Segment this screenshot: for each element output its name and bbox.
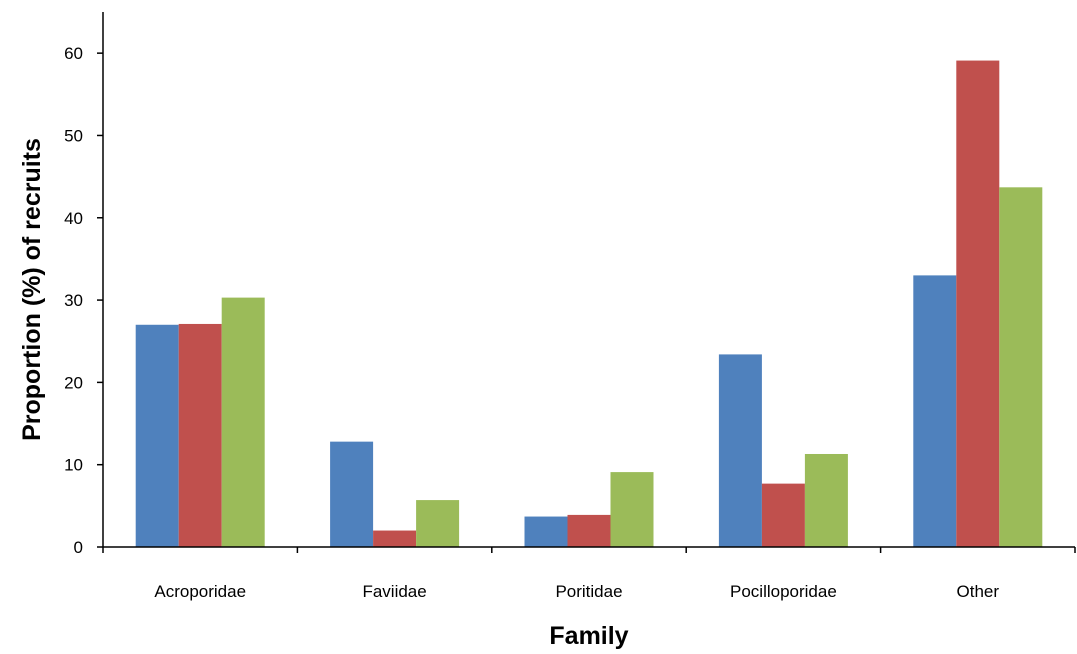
- y-tick-label: 30: [64, 291, 83, 310]
- bar-1: [524, 516, 568, 547]
- bar-2: [178, 323, 222, 547]
- x-tick-label: Faviidae: [362, 582, 426, 601]
- bar-1: [913, 275, 957, 547]
- x-tick-label: Pocilloporidae: [730, 582, 837, 601]
- bar-3: [221, 297, 265, 547]
- bars-group: [135, 60, 1043, 548]
- y-ticks-group: 0 10 20 30 40 50 60: [64, 44, 103, 557]
- bar-2: [567, 514, 611, 547]
- x-axis-title: Family: [549, 622, 628, 650]
- y-tick-label: 20: [64, 373, 83, 392]
- y-tick-label: 0: [74, 538, 83, 557]
- bar-2: [761, 483, 805, 547]
- x-tick-label: Other: [957, 582, 1000, 601]
- x-ticks-group: Acroporidae Faviidae Poritidae Pocilloporid…: [102, 547, 1076, 601]
- bar-3: [610, 472, 654, 547]
- bar-1: [718, 354, 762, 547]
- bar-1: [330, 441, 374, 547]
- y-tick-label: 60: [64, 44, 83, 63]
- bar-3: [804, 453, 848, 547]
- x-tick-label: Poritidae: [555, 582, 622, 601]
- bar-2: [956, 60, 1000, 548]
- axes-group: [102, 12, 1075, 548]
- bar-1: [135, 324, 179, 547]
- x-tick-label: Acroporidae: [154, 582, 246, 601]
- y-axis-title: Proportion (%) of recruits: [18, 138, 46, 441]
- y-tick-label: 50: [64, 126, 83, 145]
- y-tick-label: 40: [64, 209, 83, 228]
- bar-3: [999, 187, 1043, 548]
- bar-3: [416, 500, 460, 547]
- y-tick-label: 10: [64, 456, 83, 475]
- bar-2: [373, 530, 417, 547]
